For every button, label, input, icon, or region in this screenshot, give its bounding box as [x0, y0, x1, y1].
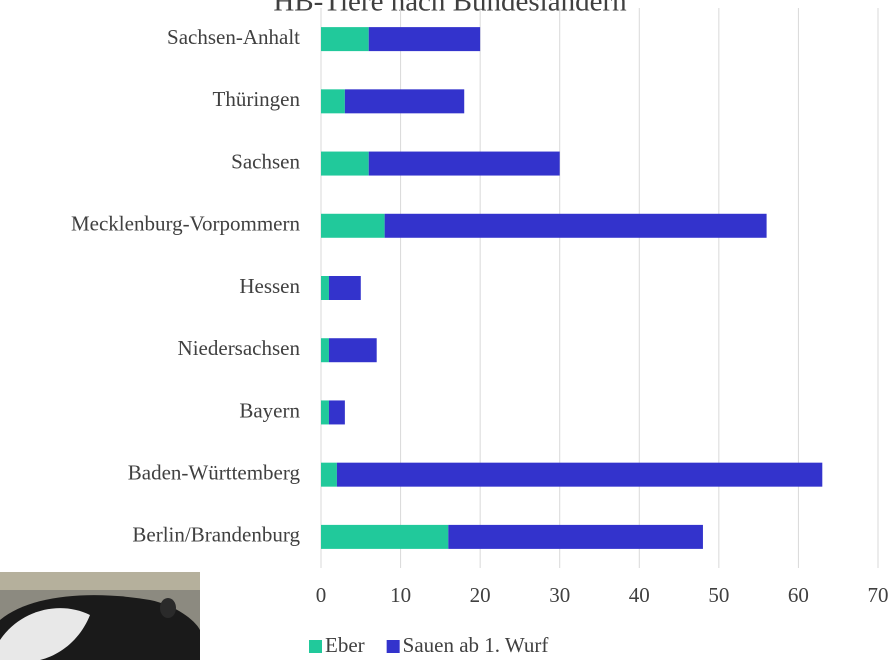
bar-segment	[321, 27, 369, 52]
legend-label: Eber	[325, 633, 365, 657]
y-tick-label: Berlin/Brandenburg	[132, 523, 300, 547]
bar-segment	[448, 524, 703, 549]
y-tick-label: Hessen	[239, 274, 300, 298]
bar-segment	[321, 276, 329, 300]
chart-title: HB-Tiere nach Bundesländern	[273, 0, 627, 18]
bar-segment	[321, 400, 329, 425]
y-tick-label: Baden-Württemberg	[128, 460, 301, 484]
y-tick-label: Thüringen	[213, 87, 301, 111]
bar-segment	[321, 338, 329, 363]
x-tick-label: 30	[549, 583, 570, 607]
x-tick-label: 0	[316, 583, 327, 607]
y-tick-label: Mecklenburg-Vorpommern	[71, 212, 301, 236]
bar-segment	[321, 462, 337, 487]
y-tick-label: Sachsen-Anhalt	[167, 25, 300, 49]
x-tick-label: 20	[470, 583, 491, 607]
bar-segment	[321, 213, 385, 238]
bar-segment	[344, 89, 465, 114]
photo	[0, 572, 200, 660]
bar-segment	[321, 89, 345, 114]
bar-segment	[321, 524, 449, 549]
bar-segment	[336, 462, 823, 487]
legend-swatch	[309, 640, 322, 653]
x-tick-label: 50	[708, 583, 729, 607]
bar-segment	[321, 151, 369, 176]
bar-segment	[328, 400, 345, 425]
legend-swatch	[386, 640, 400, 653]
x-tick-label: 10	[390, 583, 411, 607]
x-tick-label: 40	[629, 583, 650, 607]
bar-segment	[328, 276, 361, 300]
x-tick-label: 60	[788, 583, 809, 607]
bar-segment	[384, 213, 767, 238]
bar-segment	[368, 27, 481, 52]
y-tick-label: Sachsen	[231, 149, 300, 173]
y-tick-label: Niedersachsen	[178, 336, 301, 360]
y-tick-label: Bayern	[239, 398, 300, 422]
x-tick-label: 70	[868, 583, 889, 607]
bar-segment	[328, 338, 377, 363]
bar-segment	[368, 151, 560, 176]
legend-label: Sauen ab 1. Wurf	[403, 633, 549, 657]
